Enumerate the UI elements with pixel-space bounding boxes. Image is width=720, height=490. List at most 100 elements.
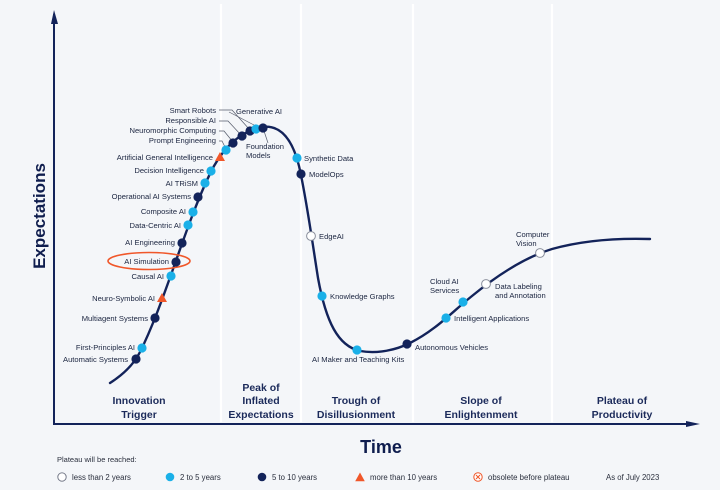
label-responsible-ai: Responsible AI <box>165 116 216 125</box>
label-foundation-models-l2: Models <box>246 151 271 160</box>
point-first-principles-ai[interactable] <box>137 343 147 353</box>
phase-plateau-l1: Plateau of <box>597 395 648 407</box>
point-intelligent-applications[interactable] <box>441 313 451 323</box>
legend-item-obsolete-before-plateau: obsolete before plateau <box>473 472 570 482</box>
legend-item-5-to-10-years: 5 to 10 years <box>257 472 317 482</box>
point-edgeai[interactable] <box>306 231 316 241</box>
cyan-circle-icon <box>165 472 175 482</box>
label-computer-vision-l2: Vision <box>516 239 537 248</box>
phase-labels: Innovation Trigger Peak of Inflated Expe… <box>112 382 652 421</box>
point-ai-engineering[interactable] <box>177 238 187 248</box>
point-cloud-ai-services[interactable] <box>458 297 468 307</box>
legend-item-2-to-5-years: 2 to 5 years <box>165 472 221 482</box>
point-automatic-systems[interactable] <box>131 354 141 364</box>
phase-slope-l2: Enlightenment <box>445 409 518 421</box>
label-edgeai: EdgeAI <box>319 232 344 241</box>
label-ai-trism: AI TRiSM <box>166 179 198 188</box>
label-data-labeling-l1: Data Labeling <box>495 282 542 291</box>
axes <box>51 10 700 427</box>
point-generative-ai[interactable] <box>258 123 268 133</box>
phase-innovation-trigger-l1: Innovation <box>112 395 165 407</box>
phase-trough-l1: Trough of <box>332 395 381 407</box>
point-neuromorphic-computing[interactable] <box>228 138 238 148</box>
open-circle-icon <box>57 472 67 482</box>
label-ai-maker-and-teaching-kits: AI Maker and Teaching Kits <box>312 355 405 364</box>
label-neuromorphic-computing: Neuromorphic Computing <box>129 126 216 135</box>
label-modelops: ModelOps <box>309 170 344 179</box>
legend-item-more-than-10-years: more than 10 years <box>355 472 437 482</box>
legend-label: more than 10 years <box>370 472 438 482</box>
point-decision-intelligence[interactable] <box>206 166 216 176</box>
point-responsible-ai[interactable] <box>237 131 247 141</box>
label-composite-ai: Composite AI <box>141 207 186 216</box>
data-points <box>131 123 545 364</box>
label-neuro-symbolic-ai: Neuro-Symbolic AI <box>92 294 155 303</box>
label-smart-robots: Smart Robots <box>170 106 217 115</box>
x-axis-arrow-icon <box>686 421 700 427</box>
point-modelops[interactable] <box>296 169 306 179</box>
phase-innovation-trigger-l2: Trigger <box>121 409 157 421</box>
point-artificial-general-intelligence[interactable] <box>215 152 225 161</box>
point-autonomous-vehicles[interactable] <box>402 339 412 349</box>
label-causal-ai: Causal AI <box>131 272 164 281</box>
label-autonomous-vehicles: Autonomous Vehicles <box>415 343 488 352</box>
label-first-principles-ai: First-Principles AI <box>76 343 135 352</box>
label-data-centric-ai: Data-Centric AI <box>130 221 182 230</box>
legend-label: obsolete before plateau <box>488 472 570 482</box>
point-data-labeling-and-annotation[interactable] <box>481 279 491 289</box>
phase-slope-l1: Slope of <box>460 395 502 407</box>
label-ai-simulation: AI Simulation <box>124 257 169 266</box>
phase-peak-l1: Peak of <box>242 382 280 394</box>
label-generative-ai: Generative AI <box>236 107 282 116</box>
label-ai-engineering: AI Engineering <box>125 238 175 247</box>
phase-trough-l2: Disillusionment <box>317 409 396 421</box>
obsolete-x-circle-icon <box>473 472 483 482</box>
label-artificial-general-intelligence: Artificial General Intelligence <box>117 153 213 162</box>
point-multiagent-systems[interactable] <box>150 313 160 323</box>
label-data-labeling-l2: and Annotation <box>495 291 546 300</box>
label-automatic-systems: Automatic Systems <box>63 355 128 364</box>
label-prompt-engineering: Prompt Engineering <box>149 136 216 145</box>
y-axis-title: Expectations <box>30 163 49 269</box>
point-ai-trism[interactable] <box>200 178 210 188</box>
legend-label: 5 to 10 years <box>272 472 318 482</box>
point-operational-ai-systems[interactable] <box>193 192 203 202</box>
label-intelligent-applications: Intelligent Applications <box>454 314 529 323</box>
highlight-ring-ai-simulation <box>107 251 191 271</box>
point-ai-maker-and-teaching-kits[interactable] <box>352 345 362 355</box>
orange-triangle-icon <box>355 472 365 482</box>
x-axis-title: Time <box>360 437 402 457</box>
leader-lines <box>219 109 269 150</box>
legend-label: less than 2 years <box>72 472 131 482</box>
legend-item-less-than-2-years: less than 2 years <box>57 472 131 482</box>
label-foundation-models-l1: Foundation <box>246 142 284 151</box>
legend: Plateau will be reached: less than 2 yea… <box>57 455 717 490</box>
point-foundation-models[interactable] <box>251 124 261 134</box>
phase-peak-l3: Expectations <box>228 409 294 421</box>
label-decision-intelligence: Decision Intelligence <box>134 166 204 175</box>
point-labels: Automatic Systems First-Principles AI Mu… <box>63 106 550 364</box>
navy-circle-icon <box>257 472 267 482</box>
label-synthetic-data: Synthetic Data <box>304 154 354 163</box>
point-neuro-symbolic-ai[interactable] <box>157 293 167 302</box>
phase-plateau-l2: Productivity <box>592 409 653 421</box>
label-cloud-ai-services-l1: Cloud AI <box>430 277 459 286</box>
point-synthetic-data[interactable] <box>292 153 302 163</box>
as-of-date: As of July 2023 <box>606 473 660 482</box>
label-multiagent-systems: Multiagent Systems <box>82 314 148 323</box>
label-operational-ai-systems: Operational AI Systems <box>112 192 192 201</box>
point-composite-ai[interactable] <box>188 207 198 217</box>
legend-heading: Plateau will be reached: <box>57 455 137 464</box>
point-computer-vision[interactable] <box>535 248 545 258</box>
point-ai-simulation[interactable] <box>171 257 181 267</box>
phase-peak-l2: Inflated <box>242 395 279 407</box>
point-causal-ai[interactable] <box>166 271 176 281</box>
legend-label: 2 to 5 years <box>180 472 221 482</box>
point-knowledge-graphs[interactable] <box>317 291 327 301</box>
point-data-centric-ai[interactable] <box>183 220 193 230</box>
label-knowledge-graphs: Knowledge Graphs <box>330 292 395 301</box>
point-prompt-engineering[interactable] <box>221 145 231 155</box>
phase-separators <box>219 4 554 422</box>
y-axis-arrow-icon <box>51 10 58 24</box>
